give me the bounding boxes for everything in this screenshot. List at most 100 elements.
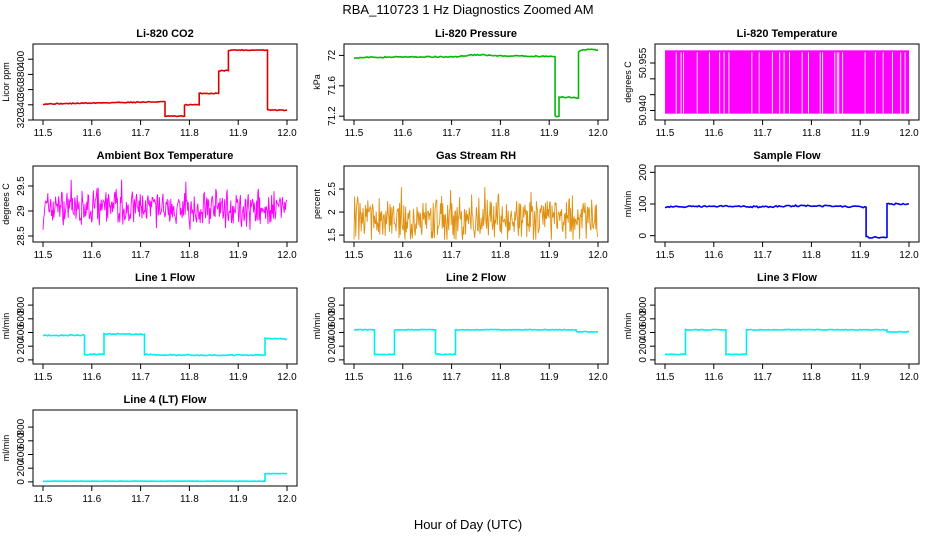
y-tick-label: 0 [327,357,338,363]
x-tick-label: 11.8 [802,128,821,139]
series-line [664,328,910,356]
panel-title: Li-820 Temperature [737,28,838,40]
x-tick-label: 11.7 [753,128,772,139]
y-tick-label: 200 [638,337,649,354]
x-tick-label: 11.9 [229,372,248,383]
y-tick-label: 200 [16,459,27,476]
x-tick-label: 11.8 [802,250,821,261]
plot-frame [343,287,609,365]
y-axis-label: degrees C [623,61,633,103]
x-tick-label: 11.9 [851,128,870,139]
chart-panel: Line 2 Flow 11.5 11.6 11.7 11.8 11.9 12.0 0 2004… [312,272,609,383]
y-tick-label: 50.955 [638,47,649,78]
figure-title: RBA_110723 1 Hz Diagnostics Zoomed AM [342,2,594,17]
x-tick-label: 11.8 [180,372,199,383]
x-tick-label: 11.7 [131,128,150,139]
panel-title: Line 1 Flow [135,272,195,284]
series-line [42,179,288,230]
chart-panel: Line 1 Flow 11.5 11.6 11.7 11.8 11.9 12.0 0 2004… [1,272,298,383]
plot-frame [654,287,920,365]
x-tick-label: 11.6 [82,128,101,139]
y-tick-label: 600 [638,310,649,327]
y-tick-label: 400 [16,324,27,341]
x-tick-label: 11.9 [229,494,248,505]
x-tick-label: 12.0 [899,128,919,139]
series-line [664,202,910,239]
y-axis-label: ml/min [312,313,322,340]
y-tick-label: 0 [16,479,27,485]
x-tick-label: 11.9 [540,372,559,383]
panel-title: Li-820 CO2 [136,28,193,40]
y-tick-label: 28.5 [16,226,27,246]
y-tick-label: 100 [638,195,649,212]
plot-frame [32,43,298,121]
x-tick-label: 11.7 [442,250,461,261]
chart-panel: Ambient Box Temperature 11.5 11.6 11.7 11.8 1… [1,150,298,261]
x-tick-label: 11.7 [753,250,772,261]
y-tick-label: 71.2 [327,106,338,126]
y-axis-label: Licor ppm [1,62,11,102]
x-tick-label: 11.8 [491,128,510,139]
x-tick-label: 11.6 [393,250,412,261]
plot-frame [32,165,298,243]
series-line [353,48,599,118]
x-tick-label: 11.9 [851,250,870,261]
series-line [43,472,288,483]
y-tick-label: 600 [16,310,27,327]
x-tick-label: 12.0 [277,250,297,261]
y-tick-label: 0 [16,357,27,363]
series-line [353,187,599,240]
x-axis-label: Hour of Day (UTC) [413,517,523,532]
y-axis-label: kPa [312,74,322,90]
x-tick-label: 11.7 [131,494,150,505]
chart-panel: Line 4 (LT) Flow 11.5 11.6 11.7 11.8 11.9 12.0… [1,394,298,505]
y-axis-label: ml/min [1,313,11,340]
panel-title: Line 2 Flow [446,272,506,284]
x-tick-label: 11.9 [851,372,870,383]
x-tick-label: 11.5 [34,250,53,261]
y-tick-label: 200 [327,337,338,354]
panel-title: Sample Flow [753,150,821,162]
x-tick-label: 11.6 [393,372,412,383]
x-tick-label: 11.5 [34,372,53,383]
x-tick-label: 11.6 [704,128,723,139]
x-tick-label: 12.0 [588,372,608,383]
x-tick-label: 11.8 [180,250,199,261]
x-tick-label: 11.8 [491,250,510,261]
y-axis-label: percent [312,188,322,219]
x-tick-label: 11.8 [491,372,510,383]
panel-title: Li-820 Pressure [435,28,517,40]
y-tick-label: 200 [16,337,27,354]
y-tick-label: 400 [638,324,649,341]
x-tick-label: 11.7 [131,372,150,383]
x-tick-label: 11.5 [345,128,364,139]
y-axis-label: ml/min [1,435,11,462]
x-tick-label: 11.5 [34,494,53,505]
x-tick-label: 12.0 [588,128,608,139]
x-tick-label: 11.9 [540,250,559,261]
y-tick-label: 29 [16,205,27,217]
series-line [42,48,288,118]
panel-title: Ambient Box Temperature [97,150,234,162]
y-tick-label: 0 [638,357,649,363]
y-tick-label: 200 [638,164,649,181]
y-tick-label: 71.6 [327,76,338,96]
y-tick-label: 800 [327,296,338,313]
x-tick-label: 11.9 [229,250,248,261]
chart-panel: Gas Stream RH 11.5 11.6 11.7 11.8 11.9 12.0 1.5… [312,150,609,261]
x-tick-label: 12.0 [588,250,608,261]
x-tick-label: 11.8 [180,494,199,505]
chart-panel: Sample Flow 11.5 11.6 11.7 11.8 11.9 12.0 0 100 2… [623,150,920,261]
x-tick-label: 11.5 [656,250,675,261]
plot-frame [343,165,609,243]
y-tick-label: 2 [327,209,338,215]
chart-panel: Li-820 CO2 11.5 11.6 11.7 11.8 11.9 12.0 320340… [1,28,298,139]
x-tick-label: 12.0 [277,372,297,383]
x-tick-label: 11.5 [656,372,675,383]
y-tick-label: 600 [327,310,338,327]
plot-frame [343,43,609,121]
y-tick-label: 360 [16,81,27,98]
series-band [665,50,909,114]
plot-frame [32,287,298,365]
